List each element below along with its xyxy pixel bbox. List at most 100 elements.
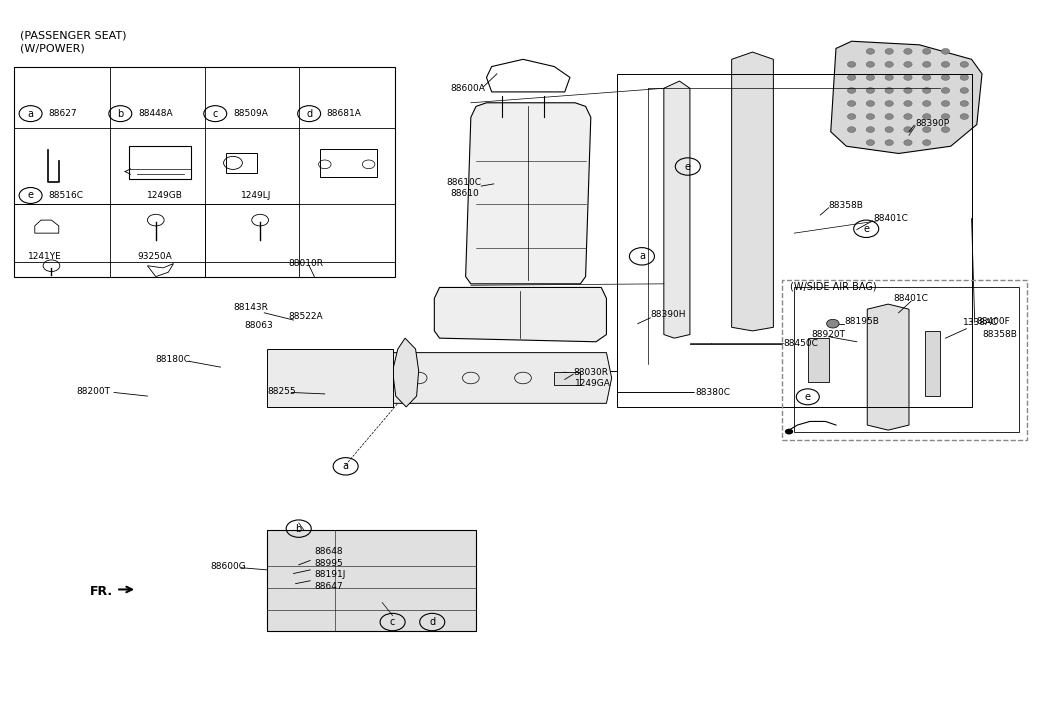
Text: 88448A: 88448A	[138, 109, 173, 119]
Text: d: d	[429, 617, 435, 627]
Circle shape	[866, 75, 874, 80]
Text: c: c	[212, 108, 218, 119]
Text: 88610C: 88610C	[447, 178, 482, 187]
Circle shape	[923, 49, 931, 55]
Circle shape	[904, 62, 912, 68]
Text: a: a	[27, 108, 33, 119]
Text: d: d	[306, 108, 312, 119]
Polygon shape	[377, 353, 612, 403]
Text: 88358B: 88358B	[982, 330, 1017, 339]
Circle shape	[826, 319, 839, 328]
Text: e: e	[804, 392, 811, 402]
Text: 88648: 88648	[315, 547, 343, 556]
Circle shape	[885, 126, 893, 132]
Circle shape	[866, 113, 874, 119]
Polygon shape	[434, 287, 607, 342]
Bar	[925, 331, 940, 396]
Circle shape	[904, 87, 912, 93]
Text: 88191J: 88191J	[315, 571, 346, 579]
Text: a: a	[343, 462, 348, 471]
Polygon shape	[831, 41, 982, 153]
Circle shape	[923, 113, 931, 119]
Text: 88522A: 88522A	[289, 312, 323, 321]
Text: 88030R: 88030R	[573, 368, 608, 377]
Circle shape	[941, 113, 950, 119]
Text: 88610: 88610	[450, 189, 479, 198]
Circle shape	[904, 140, 912, 145]
Text: (W/SIDE AIR BAG): (W/SIDE AIR BAG)	[790, 281, 877, 291]
Text: (PASSENGER SEAT)
(W/POWER): (PASSENGER SEAT) (W/POWER)	[20, 31, 127, 54]
Circle shape	[885, 87, 893, 93]
Text: 88401C: 88401C	[893, 294, 928, 303]
Text: 1338AC: 1338AC	[963, 318, 999, 326]
Bar	[268, 530, 476, 632]
Bar	[129, 146, 191, 179]
Text: 88180C: 88180C	[156, 356, 190, 364]
Text: 88390P: 88390P	[915, 119, 950, 127]
Circle shape	[960, 113, 969, 119]
Polygon shape	[664, 81, 690, 338]
Polygon shape	[731, 52, 773, 331]
Text: 88627: 88627	[48, 109, 77, 119]
Text: a: a	[639, 252, 645, 261]
Text: 88600G: 88600G	[210, 562, 246, 571]
Bar	[808, 338, 828, 382]
Circle shape	[866, 87, 874, 93]
Bar	[554, 372, 581, 385]
Circle shape	[904, 113, 912, 119]
Circle shape	[904, 126, 912, 132]
Circle shape	[885, 100, 893, 106]
Polygon shape	[392, 338, 418, 407]
Circle shape	[960, 75, 969, 80]
Bar	[226, 153, 257, 173]
Text: 88920T: 88920T	[811, 330, 845, 339]
Circle shape	[941, 75, 950, 80]
Text: 88195B: 88195B	[844, 317, 880, 326]
Circle shape	[866, 100, 874, 106]
Text: 88401C: 88401C	[873, 214, 908, 223]
Circle shape	[885, 62, 893, 68]
Circle shape	[885, 75, 893, 80]
Text: 93250A: 93250A	[137, 252, 172, 261]
Circle shape	[847, 87, 856, 93]
Text: 88063: 88063	[245, 321, 273, 330]
Circle shape	[847, 126, 856, 132]
Text: e: e	[863, 224, 869, 234]
Text: 88509A: 88509A	[233, 109, 268, 119]
Text: 88255: 88255	[268, 387, 296, 395]
Circle shape	[941, 100, 950, 106]
Text: c: c	[390, 617, 395, 627]
Text: e: e	[685, 161, 690, 172]
Circle shape	[847, 113, 856, 119]
Text: 88995: 88995	[315, 559, 343, 568]
Circle shape	[866, 140, 874, 145]
Circle shape	[866, 49, 874, 55]
Circle shape	[885, 140, 893, 145]
Circle shape	[923, 140, 931, 145]
Circle shape	[904, 75, 912, 80]
Bar	[268, 349, 392, 407]
Circle shape	[885, 113, 893, 119]
Circle shape	[923, 126, 931, 132]
Circle shape	[923, 87, 931, 93]
Text: 88600A: 88600A	[450, 84, 485, 93]
Text: 88143R: 88143R	[233, 302, 268, 311]
Circle shape	[847, 100, 856, 106]
Circle shape	[923, 62, 931, 68]
Polygon shape	[465, 103, 591, 284]
Text: 1241YE: 1241YE	[27, 252, 62, 261]
Circle shape	[784, 429, 793, 435]
Text: e: e	[27, 190, 33, 201]
Text: 88516C: 88516C	[48, 191, 84, 200]
Text: FR.: FR.	[90, 585, 113, 598]
Circle shape	[904, 49, 912, 55]
Circle shape	[866, 126, 874, 132]
Circle shape	[847, 62, 856, 68]
Circle shape	[960, 62, 969, 68]
Text: 88681A: 88681A	[326, 109, 362, 119]
Circle shape	[941, 87, 950, 93]
Circle shape	[885, 49, 893, 55]
Text: 1249GA: 1249GA	[575, 379, 611, 388]
Text: 88647: 88647	[315, 582, 343, 591]
Text: 88450C: 88450C	[783, 339, 819, 348]
